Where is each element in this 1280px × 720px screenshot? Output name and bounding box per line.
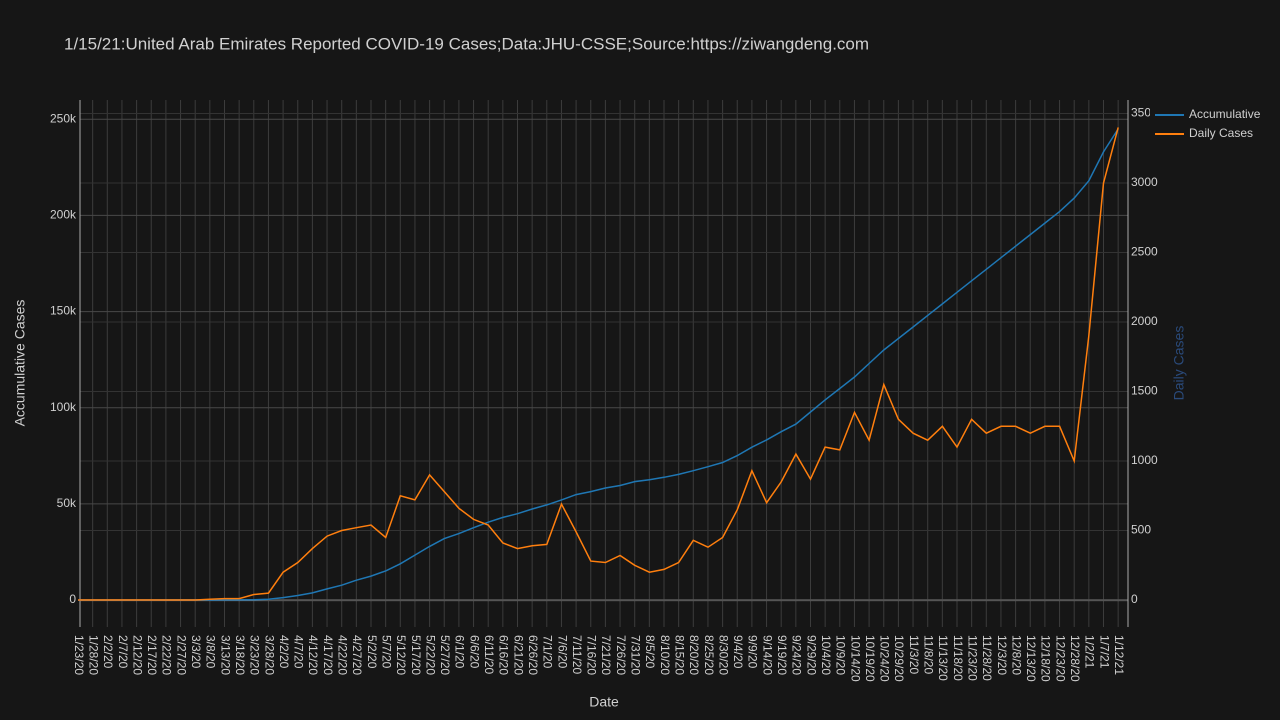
x-tick-label: 6/26/20	[526, 635, 540, 675]
x-tick-label: 9/29/20	[804, 635, 818, 675]
x-tick-label: 11/23/20	[965, 635, 979, 681]
x-tick-label: 2/22/20	[160, 635, 174, 675]
y2-tick-label: 1000	[1131, 453, 1158, 467]
x-tick-label: 4/12/20	[306, 635, 320, 675]
x-tick-label: 12/13/20	[1024, 635, 1038, 682]
x-tick-label: 12/23/20	[1053, 635, 1067, 682]
x-tick-label: 7/6/20	[555, 635, 569, 669]
y-tick-label: 100k	[50, 400, 77, 414]
x-tick-label: 10/24/20	[878, 635, 892, 682]
x-tick-label: 8/30/20	[716, 635, 730, 675]
x-tick-label: 7/1/20	[541, 635, 555, 669]
y2-tick-label: 1500	[1131, 384, 1158, 398]
x-tick-label: 12/28/20	[1068, 635, 1082, 682]
x-tick-label: 5/7/20	[379, 635, 393, 669]
x-tick-label: 5/12/20	[394, 635, 408, 675]
x-tick-label: 2/2/20	[101, 635, 115, 669]
x-tick-label: 10/19/20	[863, 635, 877, 682]
y-tick-label: 250k	[50, 111, 77, 125]
x-tick-label: 11/13/20	[936, 635, 950, 681]
legend-bg	[1150, 104, 1280, 146]
x-tick-label: 7/21/20	[599, 635, 613, 675]
x-tick-label: 6/11/20	[482, 635, 496, 674]
y-axis-title: Accumulative Cases	[12, 300, 28, 427]
x-tick-label: 8/20/20	[687, 635, 701, 675]
x-tick-label: 7/16/20	[585, 635, 599, 675]
chart-title: 1/15/21:United Arab Emirates Reported CO…	[64, 34, 869, 53]
x-tick-label: 10/4/20	[819, 635, 833, 675]
x-tick-label: 4/2/20	[277, 635, 291, 669]
x-tick-label: 2/27/20	[174, 635, 188, 675]
x-tick-label: 8/15/20	[672, 635, 686, 675]
x-tick-label: 4/22/20	[336, 635, 350, 675]
x-tick-label: 1/23/20	[72, 635, 86, 675]
x-tick-label: 9/4/20	[731, 635, 745, 669]
y-tick-label: 50k	[57, 496, 77, 510]
x-tick-label: 10/9/20	[834, 635, 848, 675]
y-tick-label: 150k	[50, 304, 77, 318]
y2-tick-label: 500	[1131, 523, 1151, 537]
x-tick-label: 5/27/20	[438, 635, 452, 675]
x-tick-label: 2/7/20	[116, 635, 130, 669]
x-tick-label: 3/23/20	[248, 635, 262, 675]
x-tick-label: 11/3/20	[907, 635, 921, 674]
x-tick-label: 10/29/20	[892, 635, 906, 682]
x-tick-label: 5/22/20	[423, 635, 437, 675]
series-line	[78, 128, 1119, 601]
x-tick-label: 6/16/20	[497, 635, 511, 675]
x-tick-label: 6/21/20	[511, 635, 525, 675]
x-tick-label: 9/14/20	[760, 635, 774, 675]
x-tick-label: 1/2/21	[1083, 635, 1097, 669]
x-tick-label: 4/17/20	[321, 635, 335, 675]
x-tick-label: 3/3/20	[189, 635, 203, 669]
legend-label: Daily Cases	[1189, 126, 1253, 140]
x-tick-label: 8/25/20	[702, 635, 716, 675]
x-tick-label: 3/8/20	[204, 635, 218, 669]
x-tick-label: 3/28/20	[262, 635, 276, 675]
y-tick-label: 0	[69, 592, 76, 606]
x-tick-label: 3/18/20	[233, 635, 247, 675]
x-tick-label: 8/10/20	[658, 635, 672, 675]
y2-axis-title: Daily Cases	[1171, 326, 1187, 401]
y2-tick-label: 3000	[1131, 175, 1158, 189]
x-tick-label: 12/18/20	[1039, 635, 1053, 682]
x-tick-label: 9/9/20	[746, 635, 760, 669]
x-tick-label: 9/19/20	[775, 635, 789, 675]
x-axis-title: Date	[589, 694, 619, 710]
x-tick-label: 5/2/20	[365, 635, 379, 669]
x-tick-label: 12/8/20	[1009, 635, 1023, 675]
x-tick-label: 1/12/21	[1112, 635, 1126, 675]
y-tick-label: 200k	[50, 208, 77, 222]
x-tick-label: 5/17/20	[409, 635, 423, 675]
x-tick-label: 9/24/20	[790, 635, 804, 675]
x-tick-label: 6/1/20	[453, 635, 467, 669]
x-tick-label: 10/14/20	[848, 635, 862, 682]
x-tick-label: 6/6/20	[467, 635, 481, 669]
x-tick-label: 3/13/20	[218, 635, 232, 675]
x-tick-label: 1/28/20	[86, 635, 100, 675]
y2-tick-label: 0	[1131, 592, 1138, 606]
x-tick-label: 11/8/20	[922, 635, 936, 674]
x-tick-label: 7/31/20	[629, 635, 643, 675]
x-tick-label: 11/18/20	[951, 635, 965, 681]
x-tick-label: 12/3/20	[995, 635, 1009, 675]
x-tick-label: 7/11/20	[570, 635, 584, 674]
series-line	[78, 127, 1119, 601]
y2-tick-label: 2500	[1131, 245, 1158, 259]
legend-label: Accumulative	[1189, 107, 1261, 121]
x-tick-label: 8/5/20	[643, 635, 657, 669]
x-tick-label: 2/12/20	[130, 635, 144, 675]
x-tick-label: 4/7/20	[292, 635, 306, 669]
x-tick-label: 2/17/20	[145, 635, 159, 675]
x-tick-label: 7/26/20	[614, 635, 628, 675]
x-tick-label: 1/7/21	[1097, 635, 1111, 669]
x-tick-label: 11/28/20	[980, 635, 994, 681]
x-tick-label: 4/27/20	[350, 635, 364, 675]
y2-tick-label: 2000	[1131, 314, 1158, 328]
